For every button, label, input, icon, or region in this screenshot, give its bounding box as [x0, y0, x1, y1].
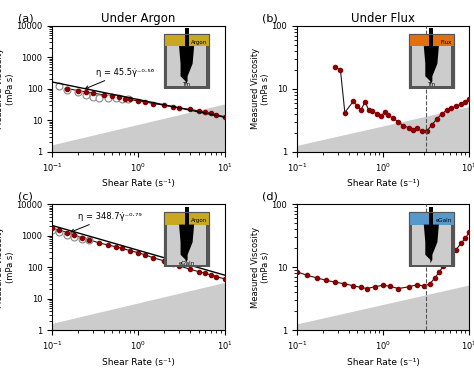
- Polygon shape: [297, 108, 469, 152]
- X-axis label: Shear Rate (s⁻¹): Shear Rate (s⁻¹): [346, 358, 419, 367]
- X-axis label: Shear Rate (s⁻¹): Shear Rate (s⁻¹): [102, 358, 175, 367]
- Text: (b): (b): [263, 13, 278, 23]
- Polygon shape: [52, 105, 225, 152]
- Text: (a): (a): [18, 13, 33, 23]
- Text: (c): (c): [18, 192, 33, 202]
- Title: Under Flux: Under Flux: [351, 12, 415, 25]
- X-axis label: Shear Rate (s⁻¹): Shear Rate (s⁻¹): [346, 179, 419, 188]
- Polygon shape: [297, 286, 469, 330]
- Y-axis label: Measured Viscosity
(mPa s): Measured Viscosity (mPa s): [251, 227, 270, 308]
- Text: η = 348.7γ̇⁻⁰·⁷⁹: η = 348.7γ̇⁻⁰·⁷⁹: [71, 212, 142, 232]
- Text: η = 45.5γ̇⁻⁰·⁵⁶: η = 45.5γ̇⁻⁰·⁵⁶: [85, 68, 154, 89]
- Polygon shape: [52, 284, 225, 330]
- X-axis label: Shear Rate (s⁻¹): Shear Rate (s⁻¹): [102, 179, 175, 188]
- Y-axis label: Measured Viscosity
(mPa s): Measured Viscosity (mPa s): [0, 48, 15, 129]
- Title: Under Argon: Under Argon: [101, 12, 175, 25]
- Y-axis label: Measured Viscosity
(mPa s): Measured Viscosity (mPa s): [0, 227, 15, 308]
- Y-axis label: Measured Viscosity
(mPa s): Measured Viscosity (mPa s): [251, 48, 270, 129]
- Text: (d): (d): [263, 192, 278, 202]
